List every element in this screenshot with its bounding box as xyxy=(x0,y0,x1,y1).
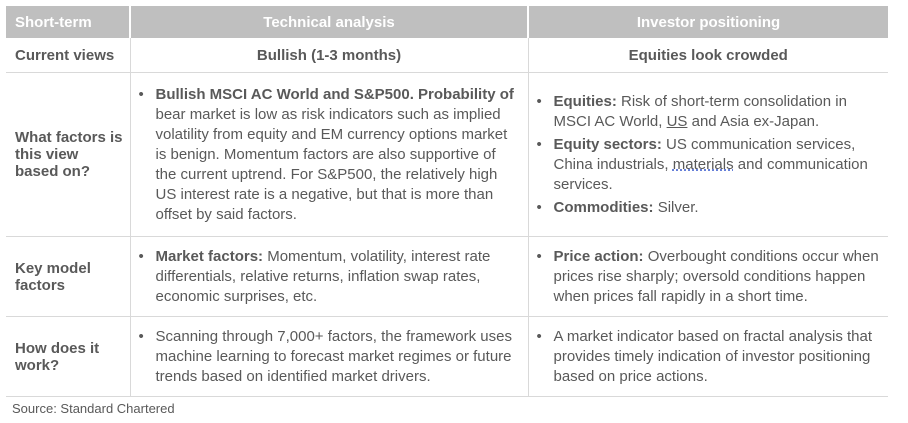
header-technical-analysis: Technical analysis xyxy=(129,6,528,38)
factor-text: bear market is low as risk indicators su… xyxy=(155,105,508,223)
technical-current-view: Bullish (1-3 months) xyxy=(129,38,528,73)
positioning-factors-cell: • Equities: Risk of short-term consolida… xyxy=(527,72,888,237)
factor-text: and communication services. xyxy=(553,155,868,193)
factor-text-underlined: materials xyxy=(672,155,734,173)
row-label-how-text: How does it work? xyxy=(15,339,100,374)
model-factors-row: Key model factors • Market factors: Mome… xyxy=(6,236,888,317)
bullet-icon: • xyxy=(536,92,542,110)
how-text: Scanning through 7,000+ factors, the fra… xyxy=(155,327,512,385)
bullet-icon: • xyxy=(138,247,144,265)
factor-text: and Asia ex-Japan. xyxy=(687,112,820,130)
factor-text-underlined: US xyxy=(666,112,688,130)
factors-row: What factors is this view based on? • Bu… xyxy=(6,72,888,237)
how-text: A market indicator based on fractal anal… xyxy=(553,327,873,385)
row-label-factors: What factors is this view based on? xyxy=(6,72,130,237)
list-item: • A market indicator based on fractal an… xyxy=(529,327,881,387)
comparison-table: Short-term Technical analysis Investor p… xyxy=(6,6,888,397)
model-text: Overbought conditions occur when prices … xyxy=(553,247,879,305)
bullet-icon: • xyxy=(138,85,144,103)
header-row: Short-term Technical analysis Investor p… xyxy=(6,6,888,38)
how-it-works-row: How does it work? • Scanning through 7,0… xyxy=(6,316,888,397)
bullet-icon: • xyxy=(138,327,144,345)
technical-model-cell: • Market factors: Momentum, volatility, … xyxy=(129,236,528,317)
header-investor-positioning: Investor positioning xyxy=(527,6,888,38)
row-label-factors-text: What factors is this view based on? xyxy=(15,129,123,180)
factor-text: Risk of short-term consolidation in MSCI… xyxy=(553,92,847,130)
list-item: • Price action: Overbought conditions oc… xyxy=(529,247,881,307)
factor-bold: Equity sectors: xyxy=(553,135,662,153)
list-item: • Bullish MSCI AC World and S&P500. Prob… xyxy=(131,85,518,225)
factor-text: Silver. xyxy=(657,198,699,216)
current-views-row: Current views Bullish (1-3 months) Equit… xyxy=(6,38,888,73)
row-label-model: Key model factors xyxy=(6,236,130,317)
positioning-current-view: Equities look crowded xyxy=(527,38,888,73)
model-bold: Market factors: xyxy=(155,247,264,265)
positioning-model-cell: • Price action: Overbought conditions oc… xyxy=(527,236,888,317)
row-label-model-text: Key model factors xyxy=(15,259,91,294)
technical-how-cell: • Scanning through 7,000+ factors, the f… xyxy=(129,316,528,397)
model-text: Momentum, volatility, interest rate diff… xyxy=(155,247,491,305)
source-note: Source: Standard Chartered xyxy=(12,401,175,416)
list-item: • Commodities: Silver. xyxy=(529,198,881,218)
bullet-icon: • xyxy=(536,135,542,153)
factor-bold: Commodities: xyxy=(553,198,654,216)
model-bold: Price action: xyxy=(553,247,644,265)
header-short-term: Short-term xyxy=(6,6,130,38)
list-item: • Scanning through 7,000+ factors, the f… xyxy=(131,327,518,387)
list-item: • Equities: Risk of short-term consolida… xyxy=(529,92,881,132)
bullet-icon: • xyxy=(536,247,542,265)
list-item: • Equity sectors: US communication servi… xyxy=(529,135,881,195)
factor-bold: Equities: xyxy=(553,92,617,110)
technical-factors-cell: • Bullish MSCI AC World and S&P500. Prob… xyxy=(129,72,528,237)
positioning-how-cell: • A market indicator based on fractal an… xyxy=(527,316,888,397)
bullet-icon: • xyxy=(536,198,542,216)
bullet-icon: • xyxy=(536,327,542,345)
row-label-current-views: Current views xyxy=(6,38,130,73)
factor-bold: Bullish MSCI AC World and S&P500. Probab… xyxy=(155,85,514,103)
list-item: • Market factors: Momentum, volatility, … xyxy=(131,247,518,307)
row-label-how: How does it work? xyxy=(6,316,130,397)
factor-text: US communication services, China industr… xyxy=(553,135,856,173)
